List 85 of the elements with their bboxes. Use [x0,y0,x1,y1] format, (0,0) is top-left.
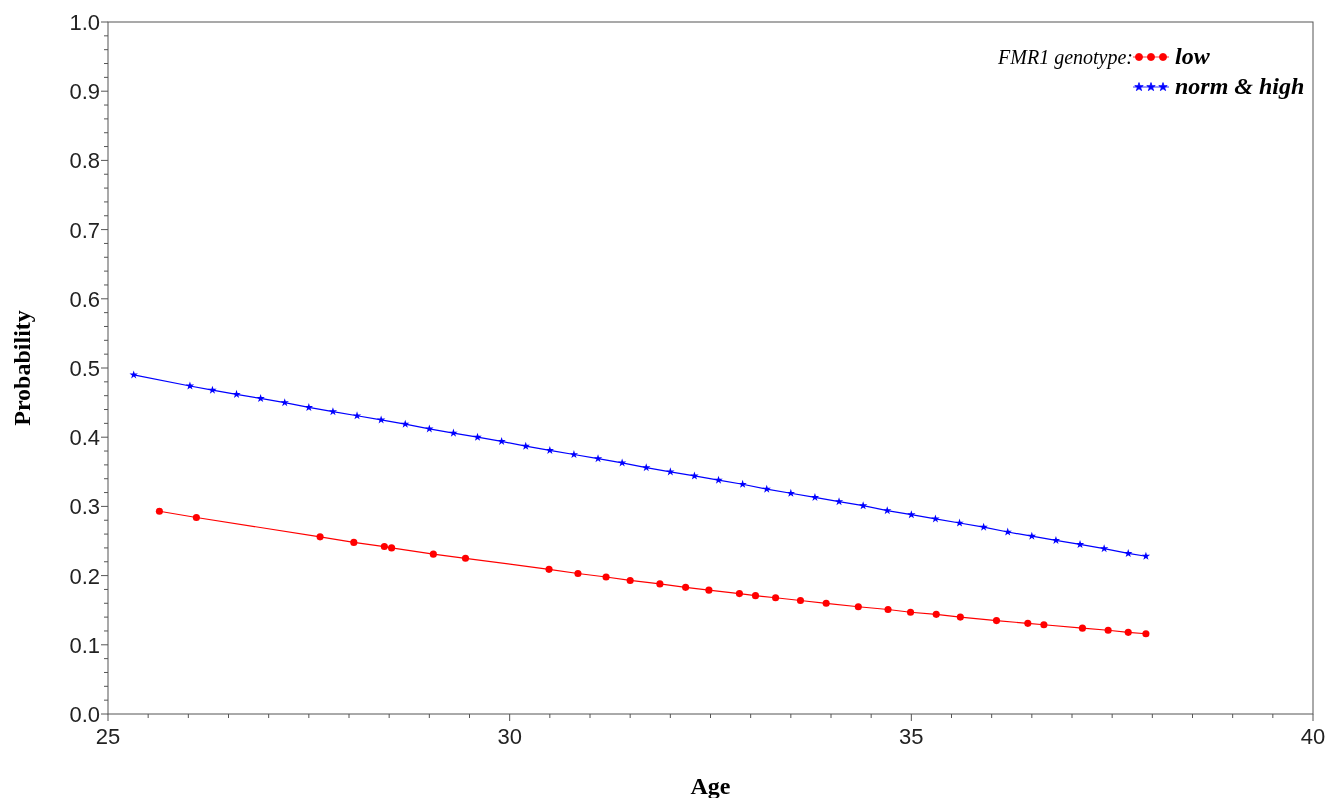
point [751,592,760,600]
point [884,605,892,614]
point [1003,527,1012,536]
y-tick-label: 0.6 [69,286,100,312]
y-tick-label: 0.0 [69,702,100,727]
point [772,594,780,602]
y-tick-label: 0.2 [69,563,100,589]
point [497,436,506,445]
point [316,533,324,541]
x-tick-label: 25 [95,724,121,749]
point [956,613,964,621]
point [593,454,603,463]
point [545,565,553,573]
y-tick-label: 0.4 [69,425,100,451]
point [735,590,743,598]
point [185,381,195,390]
point [352,411,362,420]
point [208,385,217,394]
point [232,389,241,398]
point [521,441,530,450]
point [834,497,844,506]
point [1024,619,1032,627]
point [1075,540,1085,549]
point [1141,551,1151,560]
point [682,583,690,591]
y-tick-label: 0.5 [69,356,100,381]
point [626,576,634,584]
point [858,501,868,510]
point [1078,624,1087,632]
legend-title: FMR1 genotype: [997,46,1133,69]
point [602,573,610,581]
point [473,432,482,441]
point [1124,549,1133,558]
point [280,398,289,407]
y-tick-label: 0.9 [69,79,100,105]
y-tick-label: 1.0 [69,10,100,35]
point [574,569,582,578]
y-tick-label: 0.1 [69,632,100,658]
point [155,507,163,515]
point [1027,531,1037,540]
point [304,403,314,412]
point [617,458,627,467]
point [786,488,796,497]
x-tick-label: 35 [899,724,924,749]
y-tick-label: 0.8 [69,148,100,174]
point [854,603,862,611]
point [931,514,940,523]
point [461,554,470,562]
point [192,513,200,522]
point [1099,544,1109,553]
point [388,544,396,552]
point [1040,621,1048,629]
point [642,463,651,472]
point [822,599,830,607]
point [1104,626,1112,634]
point [738,479,747,488]
point [932,610,940,618]
point [907,510,916,519]
point [328,407,338,416]
point [256,394,265,403]
x-tick-label: 30 [497,724,522,749]
point [705,586,713,594]
legend-label: low [1175,43,1211,69]
point [979,522,988,531]
point [656,580,664,588]
point [666,467,675,476]
point [380,542,388,551]
point [1124,628,1132,636]
point [906,608,915,616]
point [350,538,358,546]
point [810,492,820,501]
point [1142,630,1150,638]
point [883,506,892,515]
point [429,550,437,558]
point [1051,535,1061,544]
x-tick-label: 40 [1300,724,1326,749]
point [992,617,1001,625]
y-tick-label: 0.3 [69,494,100,520]
point [545,445,555,454]
point [569,450,579,459]
y-axis-title: Probability [9,310,35,426]
point [376,415,386,424]
legend-label: norm & high [1175,73,1305,99]
point [796,596,805,605]
y-tick-label: 0.7 [69,217,100,243]
